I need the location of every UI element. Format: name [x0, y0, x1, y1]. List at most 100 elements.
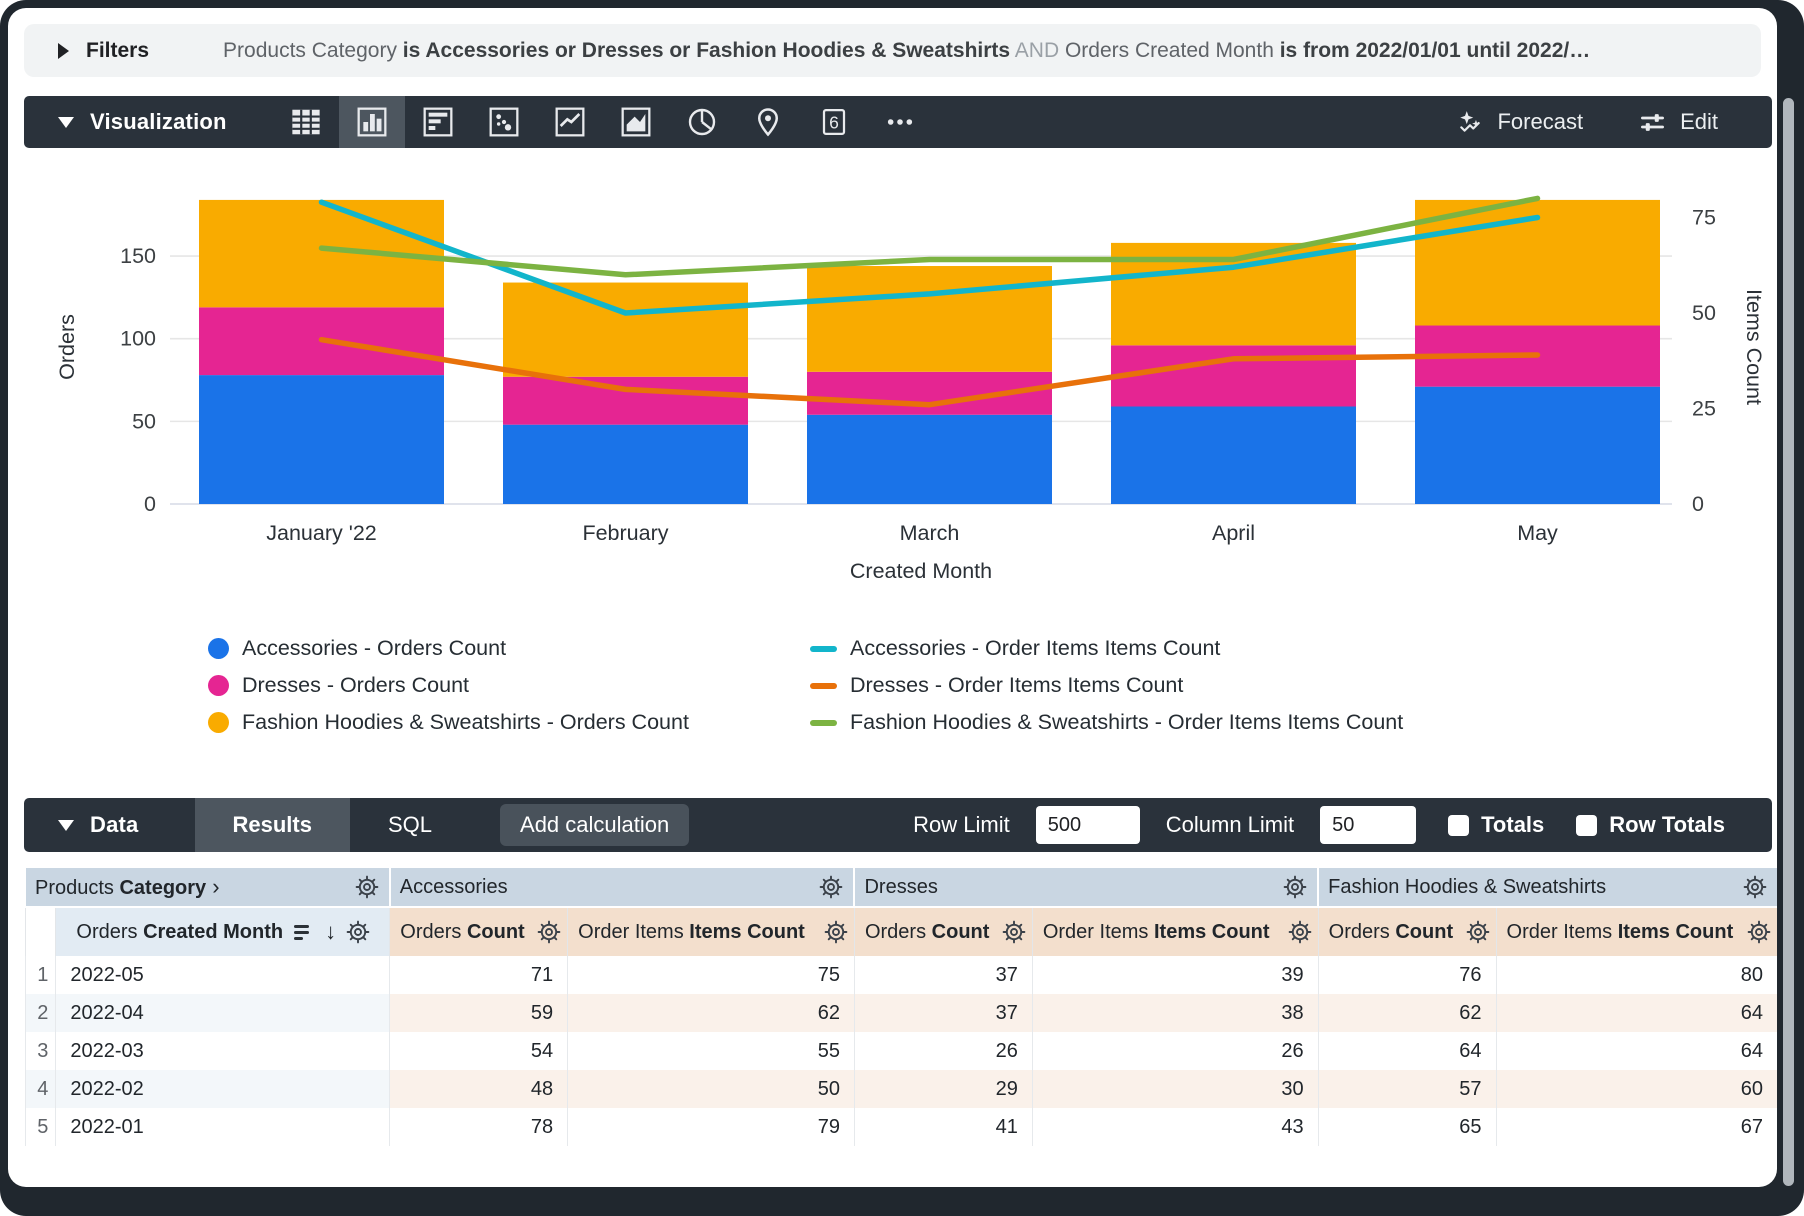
bar-segment[interactable]: [503, 424, 748, 504]
cell-created-month[interactable]: 2022-02: [55, 1070, 390, 1108]
table-row[interactable]: 5 2022-01 78 79 41 43 65 67: [24, 1108, 1777, 1146]
table-row[interactable]: 3 2022-03 54 55 26 26 64 64: [24, 1032, 1777, 1070]
bar-segment[interactable]: [199, 307, 444, 376]
viz-chip-area-chart-icon[interactable]: [603, 96, 669, 148]
legend-item[interactable]: Fashion Hoodies & Sweatshirts - Orders C…: [208, 704, 689, 741]
edit-button[interactable]: Edit: [1639, 109, 1718, 136]
bar-segment[interactable]: [1111, 345, 1356, 407]
gear-icon[interactable]: [1002, 920, 1026, 944]
cell-measure-value[interactable]: 65: [1317, 1108, 1497, 1146]
gear-icon[interactable]: [346, 920, 370, 944]
gear-icon[interactable]: [824, 920, 848, 944]
line-series[interactable]: [318, 195, 1541, 278]
bar-segment[interactable]: [199, 375, 444, 504]
gear-icon[interactable]: [1466, 920, 1490, 944]
gear-icon[interactable]: [1283, 875, 1307, 899]
cell-measure-value[interactable]: 37: [853, 956, 1033, 994]
vertical-scrollbar[interactable]: [1783, 98, 1794, 1186]
cell-measure-value[interactable]: 62: [567, 994, 855, 1032]
legend-item[interactable]: Fashion Hoodies & Sweatshirts - Order It…: [810, 704, 1403, 741]
cell-created-month[interactable]: 2022-05: [55, 956, 390, 994]
gear-icon[interactable]: [1288, 920, 1312, 944]
legend-item[interactable]: Dresses - Order Items Items Count: [810, 667, 1403, 704]
viz-chip-line-chart-icon[interactable]: [537, 96, 603, 148]
gear-icon[interactable]: [537, 920, 561, 944]
sort-desc-icon[interactable]: ↓: [325, 919, 337, 944]
cell-measure-value[interactable]: 60: [1495, 1070, 1777, 1108]
collapse-visualization-icon[interactable]: [58, 116, 74, 128]
pivot-group-title[interactable]: Dresses: [864, 875, 938, 898]
column-header-measure[interactable]: Order Items Items Count: [1506, 920, 1734, 943]
cell-measure-value[interactable]: 55: [567, 1032, 855, 1070]
cell-measure-value[interactable]: 64: [1317, 1032, 1497, 1070]
cell-measure-value[interactable]: 29: [853, 1070, 1033, 1108]
gear-icon[interactable]: [819, 875, 843, 899]
bar-segment[interactable]: [1111, 406, 1356, 504]
cell-measure-value[interactable]: 38: [1031, 994, 1319, 1032]
cell-measure-value[interactable]: 48: [389, 1070, 568, 1108]
cell-measure-value[interactable]: 54: [389, 1032, 568, 1070]
dimension-group-title[interactable]: Products Category ›: [35, 874, 220, 899]
bar-segment[interactable]: [1111, 242, 1356, 346]
legend-item[interactable]: Accessories - Order Items Items Count: [810, 630, 1403, 667]
expand-filters-icon[interactable]: [58, 42, 69, 59]
legend-item[interactable]: Accessories - Orders Count: [208, 630, 689, 667]
legend-item[interactable]: Dresses - Orders Count: [208, 667, 689, 704]
viz-chip-pie-chart-icon[interactable]: [669, 96, 735, 148]
line-series[interactable]: [318, 336, 1541, 408]
column-header-measure[interactable]: Orders Count: [1328, 920, 1454, 943]
viz-chip-column-chart-icon[interactable]: [338, 96, 405, 148]
cell-measure-value[interactable]: 64: [1495, 1032, 1777, 1070]
bar-segment[interactable]: [1415, 386, 1660, 504]
cell-measure-value[interactable]: 80: [1495, 956, 1777, 994]
tab-results[interactable]: Results: [194, 798, 350, 852]
column-header-measure[interactable]: Orders Count: [400, 920, 525, 943]
cell-measure-value[interactable]: 79: [567, 1108, 855, 1146]
cell-measure-value[interactable]: 39: [1031, 956, 1319, 994]
bar-segment[interactable]: [807, 371, 1052, 415]
cell-measure-value[interactable]: 43: [1031, 1108, 1319, 1146]
pivot-group-title[interactable]: Accessories: [399, 875, 508, 898]
column-header-created-month[interactable]: Orders Created Month: [76, 920, 284, 943]
row-limit-input[interactable]: [1035, 806, 1140, 844]
viz-chip-table-viz-icon[interactable]: [273, 96, 339, 148]
table-row[interactable]: 4 2022-02 48 50 29 30 57 60: [24, 1070, 1777, 1108]
subtotal-icon[interactable]: [293, 923, 315, 941]
cell-measure-value[interactable]: 71: [389, 956, 568, 994]
bar-segment[interactable]: [199, 199, 444, 308]
viz-chip-scatter-chart-icon[interactable]: [471, 96, 537, 148]
forecast-button[interactable]: Forecast: [1457, 109, 1583, 135]
cell-measure-value[interactable]: 62: [1317, 994, 1497, 1032]
totals-checkbox[interactable]: [1448, 814, 1470, 836]
collapse-data-icon[interactable]: [58, 819, 74, 831]
cell-created-month[interactable]: 2022-01: [55, 1108, 390, 1146]
bar-segment[interactable]: [1415, 325, 1660, 387]
cell-created-month[interactable]: 2022-04: [55, 994, 390, 1032]
cell-measure-value[interactable]: 37: [853, 994, 1033, 1032]
filters-bar[interactable]: Filters Products Category is Accessories…: [24, 24, 1761, 77]
cell-created-month[interactable]: 2022-03: [55, 1032, 390, 1070]
bar-segment[interactable]: [1415, 199, 1660, 326]
line-series[interactable]: [318, 199, 1541, 316]
cell-measure-value[interactable]: 67: [1495, 1108, 1777, 1146]
cell-measure-value[interactable]: 30: [1031, 1070, 1319, 1108]
viz-chip-more-icon[interactable]: [867, 96, 933, 148]
column-header-measure[interactable]: Order Items Items Count: [1042, 920, 1270, 943]
gear-icon[interactable]: [1747, 920, 1771, 944]
gear-icon[interactable]: [1743, 875, 1767, 899]
gear-icon[interactable]: [355, 875, 379, 899]
bar-segment[interactable]: [503, 376, 748, 425]
cell-measure-value[interactable]: 75: [567, 956, 855, 994]
cell-measure-value[interactable]: 64: [1495, 994, 1777, 1032]
cell-measure-value[interactable]: 76: [1317, 956, 1497, 994]
viz-chip-map-pin-icon[interactable]: [735, 96, 801, 148]
viz-chip-bar-chart-icon[interactable]: [405, 96, 471, 148]
column-header-measure[interactable]: Order Items Items Count: [578, 920, 805, 943]
viz-chip-single-value-icon[interactable]: 6: [801, 96, 867, 148]
bar-segment[interactable]: [807, 266, 1052, 372]
pivot-group-title[interactable]: Fashion Hoodies & Sweatshirts: [1328, 875, 1607, 898]
table-row[interactable]: 1 2022-05 71 75 37 39 76 80: [24, 956, 1777, 994]
table-row[interactable]: 2 2022-04 59 62 37 38 62 64: [24, 994, 1777, 1032]
bar-segment[interactable]: [503, 282, 748, 377]
add-calculation-button[interactable]: Add calculation: [500, 804, 690, 846]
